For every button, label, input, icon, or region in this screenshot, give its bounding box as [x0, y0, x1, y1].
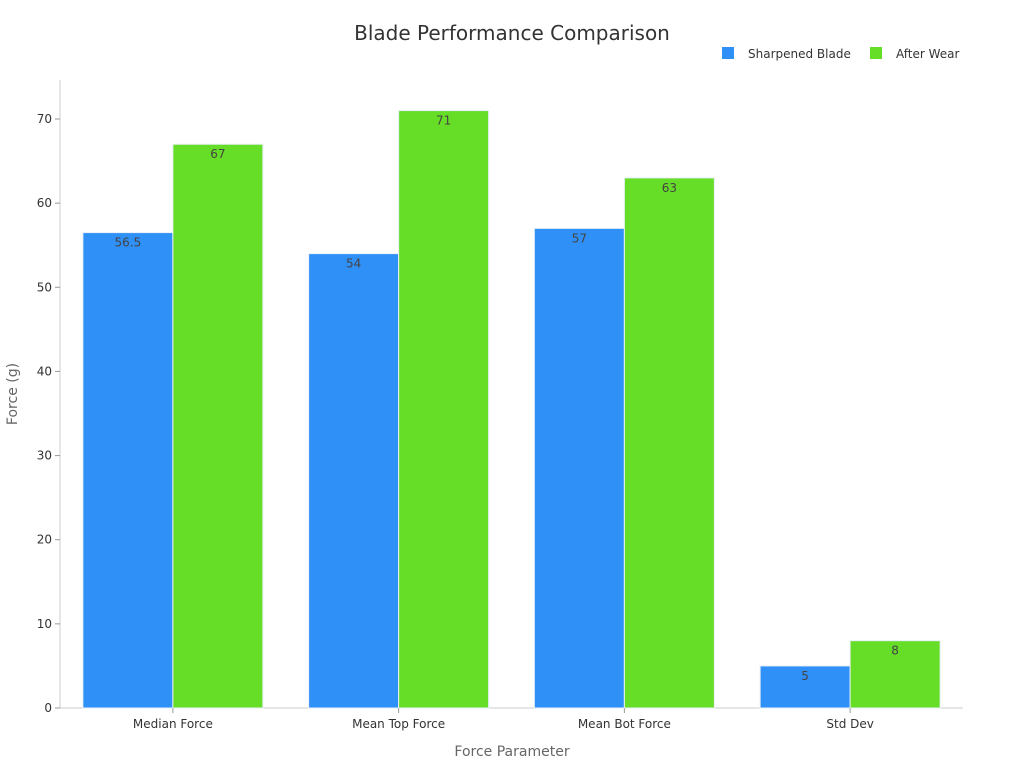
bar-after-wear-mean-bot-force	[623, 177, 715, 709]
y-axis-ticks: 0 10 20 30 40 50 60 70	[37, 112, 60, 715]
y-tick-label-10: 10	[37, 617, 52, 631]
y-tick-label-30: 30	[37, 449, 52, 463]
y-axis-title: Force (g)	[5, 363, 21, 425]
x-axis-title: Force Parameter	[454, 744, 569, 760]
legend: Sharpened Blade After Wear	[722, 47, 960, 61]
data-label-after-wear-mean-bot-force: 63	[662, 181, 677, 195]
y-tick-label-20: 20	[37, 533, 52, 547]
bar-after-wear-mean-top-force	[398, 110, 490, 709]
data-label-sharpened-blade-mean-bot-force: 57	[572, 231, 587, 245]
data-label-sharpened-blade-std-dev: 5	[801, 669, 809, 683]
data-label-after-wear-mean-top-force: 71	[436, 114, 451, 128]
bar-sharpened-blade-mean-bot-force	[533, 227, 625, 709]
bars: 56.5 67 54 71 57 63 5 8	[82, 110, 941, 709]
data-label-sharpened-blade-mean-top-force: 54	[346, 257, 361, 271]
x-tick-label-std-dev: Std Dev	[826, 717, 873, 731]
y-tick-label-40: 40	[37, 364, 52, 378]
data-label-sharpened-blade-median-force: 56.5	[115, 236, 142, 250]
legend-label-after-wear: After Wear	[896, 47, 960, 61]
x-tick-label-mean-bot-force: Mean Bot Force	[578, 717, 671, 731]
chart-title: Blade Performance Comparison	[354, 21, 670, 45]
bar-sharpened-blade-mean-top-force	[308, 253, 400, 709]
x-axis-ticks: Median Force Mean Top Force Mean Bot Force…	[133, 708, 874, 731]
x-tick-label-median-force: Median Force	[133, 717, 213, 731]
legend-label-sharpened-blade: Sharpened Blade	[748, 47, 851, 61]
data-label-after-wear-median-force: 67	[210, 147, 225, 161]
y-tick-label-70: 70	[37, 112, 52, 126]
bar-after-wear-median-force	[172, 143, 264, 709]
legend-swatch-sharpened-blade	[722, 47, 734, 59]
y-tick-label-0: 0	[44, 701, 52, 715]
x-tick-label-mean-top-force: Mean Top Force	[352, 717, 445, 731]
y-tick-label-60: 60	[37, 196, 52, 210]
y-tick-label-50: 50	[37, 280, 52, 294]
bar-after-wear-std-dev	[849, 640, 941, 709]
bar-sharpened-blade-median-force	[82, 232, 174, 709]
data-label-after-wear-std-dev: 8	[891, 644, 899, 658]
legend-swatch-after-wear	[870, 47, 882, 59]
